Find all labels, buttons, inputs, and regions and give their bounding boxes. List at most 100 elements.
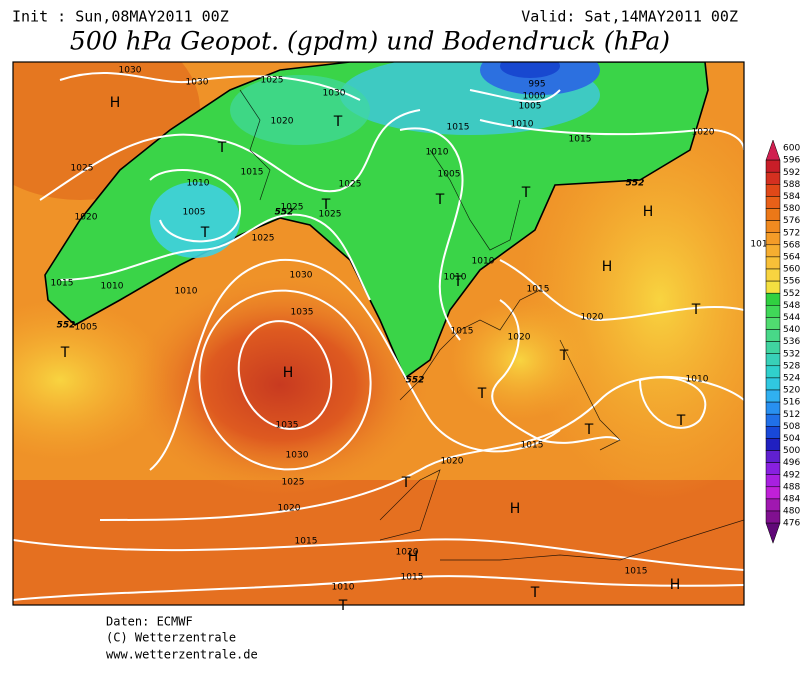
colorbar-cap — [765, 139, 781, 161]
colorbar-label: 508 — [783, 422, 800, 432]
colorbar-label: 596 — [783, 156, 800, 166]
colorbar-label: 496 — [783, 458, 800, 468]
colorbar-label: 476 — [783, 519, 800, 529]
colorbar-swatch — [765, 171, 781, 185]
colorbar-label: 484 — [783, 494, 800, 504]
isobar-label: 1025 — [339, 180, 362, 190]
isobar-label: 1020 — [508, 333, 531, 343]
colorbar-swatch — [765, 486, 781, 500]
colorbar-label: 552 — [783, 289, 800, 299]
pressure-center: H — [110, 95, 121, 111]
isobar-label: 1020 — [692, 128, 715, 138]
isobar-label: 995 — [528, 80, 545, 90]
colorbar-swatch — [765, 426, 781, 439]
pressure-center: T — [333, 114, 343, 130]
colorbar-swatch — [765, 413, 781, 427]
isobar-label: 1030 — [290, 271, 313, 281]
colorbar-label: 520 — [783, 386, 800, 396]
isobar-label: 1015 — [625, 567, 648, 577]
isobar-label: 1015 — [295, 537, 318, 547]
colorbar-label: 576 — [783, 216, 800, 226]
isobar-label: 1035 — [276, 421, 299, 431]
colorbar-swatch — [765, 438, 781, 451]
colorbar-label: 548 — [783, 301, 800, 311]
colorbar-swatch — [765, 498, 781, 512]
isobar-label: 1010 — [511, 120, 534, 130]
colorbar-swatch — [765, 377, 781, 391]
isobar-label: 1025 — [282, 478, 305, 488]
isobar-label: 1015 — [241, 168, 264, 178]
colorbar-swatch — [765, 244, 781, 258]
colorbar-label: 568 — [783, 240, 800, 250]
colorbar-label: 512 — [783, 410, 800, 420]
pressure-center: T — [401, 475, 411, 491]
colorbar-swatch — [765, 196, 781, 209]
pressure-center: T — [559, 348, 569, 364]
isobar-label: 1010 — [187, 179, 210, 189]
isobar-label: 1020 — [581, 313, 604, 323]
colorbar-swatch — [765, 353, 781, 367]
pressure-center: H — [670, 577, 681, 593]
pressure-center: T — [200, 225, 210, 241]
colorbar-label: 536 — [783, 337, 800, 347]
colorbar-swatch — [765, 365, 781, 379]
isobar-label: 1000 — [523, 92, 546, 102]
colorbar-label: 600 — [783, 144, 800, 154]
colorbar-label: 540 — [783, 325, 800, 335]
isobar-label: 1020 — [75, 213, 98, 223]
colorbar-swatch — [765, 208, 781, 221]
isobar-label: 1015 — [569, 135, 592, 145]
isobar-label: 1030 — [323, 89, 346, 99]
isobar-label: 1005 — [183, 208, 206, 218]
colorbar-swatch — [765, 401, 781, 415]
pressure-center: H — [510, 501, 521, 517]
colorbar-label: 564 — [783, 252, 800, 262]
isobar-label: 1030 — [119, 66, 142, 76]
pressure-center: T — [338, 598, 348, 614]
colorbar-swatch — [765, 329, 781, 342]
isobar-label: 1005 — [438, 170, 461, 180]
isobar-label: 1020 — [396, 548, 419, 558]
pressure-center: H — [643, 204, 654, 220]
pressure-center: T — [453, 274, 463, 290]
isobar-label: 1010 — [472, 257, 495, 267]
pressure-center: T — [477, 386, 487, 402]
colorbar-label: 516 — [783, 398, 800, 408]
colorbar-label: 560 — [783, 265, 800, 275]
colorbar-swatch — [765, 184, 781, 197]
pressure-center: T — [676, 413, 686, 429]
isobar-label: 1010 — [101, 282, 124, 292]
pressure-center: T — [217, 140, 227, 156]
map-area — [13, 62, 744, 605]
colorbar-label: 580 — [783, 204, 800, 214]
map-title: 500 hPa Geopot. (gpdm) und Bodendruck (h… — [70, 27, 670, 56]
colorbar-label: 584 — [783, 192, 800, 202]
isobar-label: 1030 — [186, 78, 209, 88]
isobar-label: 1030 — [286, 451, 309, 461]
colorbar-label: 556 — [783, 277, 800, 287]
pressure-center: T — [584, 422, 594, 438]
isobar-label: 101 — [750, 240, 767, 250]
pressure-center: T — [435, 192, 445, 208]
isobar-label: 1025 — [261, 76, 284, 86]
contour-label: 552 — [626, 179, 645, 189]
isobar-label: 1025 — [281, 203, 304, 213]
colorbar-swatch — [765, 389, 781, 403]
isobar-label: 1005 — [519, 102, 542, 112]
colorbar-swatch — [765, 317, 781, 330]
pressure-center: H — [408, 549, 419, 565]
colorbar-label: 480 — [783, 507, 800, 517]
isobar-label: 1010 — [426, 148, 449, 158]
colorbar-label: 532 — [783, 349, 800, 359]
isobar-label: 1025 — [319, 210, 342, 220]
isobar-label: 1020 — [278, 504, 301, 514]
isobar-label: 1015 — [401, 573, 424, 583]
colorbar-swatch — [765, 268, 781, 282]
colorbar-swatch — [765, 462, 781, 475]
colorbar-swatch — [765, 292, 781, 306]
pressure-center: T — [691, 302, 701, 318]
isobar-label: 1020 — [441, 457, 464, 467]
map-frame — [12, 61, 745, 606]
colorbar-label: 592 — [783, 168, 800, 178]
